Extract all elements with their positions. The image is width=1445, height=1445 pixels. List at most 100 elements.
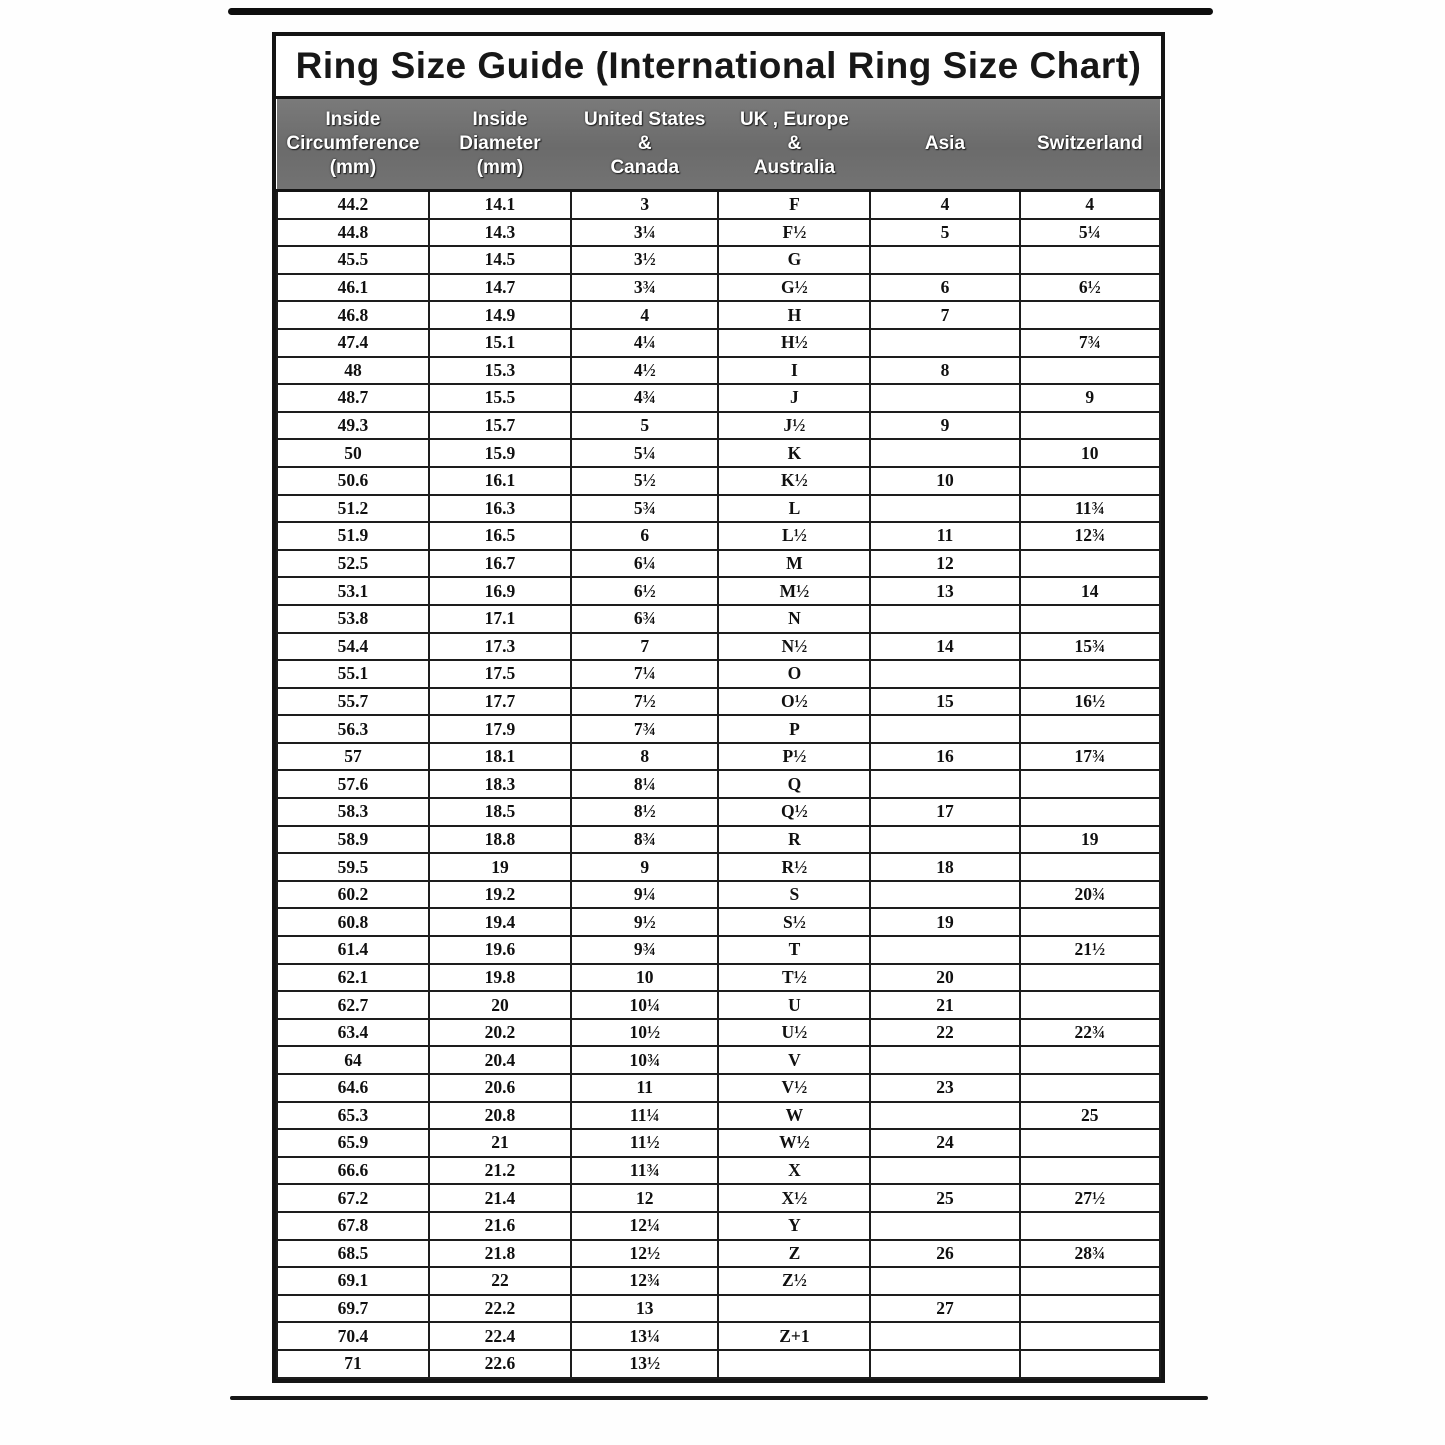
table-cell [1018,1128,1162,1158]
table-cell: N½ [717,631,872,662]
table-cell: 10 [1018,438,1162,468]
table-cell: 6 [570,521,720,551]
table-cell [869,935,1021,965]
table-cell: 21 [869,990,1021,1020]
table-cell: 44.8 [276,217,430,248]
table-cell: 16.7 [427,548,573,579]
table-cell: 8 [570,741,720,772]
table-cell: 67.8 [276,1210,430,1241]
table-row: 57.6 18.3 8¼ Q [276,769,1162,800]
table-cell: 8¼ [570,769,720,800]
table-cell: 20 [869,962,1021,993]
top-rule [228,8,1213,15]
table-cell: 27 [869,1293,1021,1324]
table-cell: 69.7 [276,1293,430,1324]
table-cell [1018,1073,1162,1103]
table-cell: 19.6 [427,935,573,965]
table-cell: 9¾ [570,935,720,965]
table-cell: 9½ [570,907,720,938]
table-row: 53.1 16.9 6½ M½ 13 14 [276,576,1162,606]
table-cell: 14.1 [427,189,573,220]
table-row: 70.4 22.4 13¼ Z+1 [276,1321,1162,1351]
table-cell: L [717,493,872,524]
table-cell [1018,1155,1162,1186]
table-cell: 52.5 [276,548,430,579]
table-cell: 50.6 [276,465,430,496]
table-cell: 19.8 [427,962,573,993]
table-cell: 7½ [570,686,720,717]
table-cell: 17.9 [427,714,573,744]
table-cell: T [717,935,872,965]
table-cell: 61.4 [276,935,430,965]
chart-title: Ring Size Guide (International Ring Size… [276,36,1161,99]
table-cell: 65.9 [276,1128,430,1158]
table-cell: 9 [570,852,720,882]
table-cell: 14.7 [427,272,573,303]
table-cell: S½ [717,907,872,938]
table-cell [1018,245,1162,275]
table-cell: 59.5 [276,852,430,882]
table-cell: 10 [869,465,1021,496]
table-cell: Z [717,1238,872,1269]
table-cell: L½ [717,521,872,551]
table-cell: K [717,438,872,468]
table-cell [869,603,1021,634]
table-cell: 16.3 [427,493,573,524]
table-cell: J [717,383,872,413]
table-cell: 7 [570,631,720,662]
table-cell [869,879,1021,910]
table-cell: Q [717,769,872,800]
table-cell: G [717,245,872,275]
table-cell: 15.5 [427,383,573,413]
table-cell: 14 [1018,576,1162,606]
table-cell: 3½ [570,245,720,275]
table-cell: 55.1 [276,659,430,689]
table-cell [869,1321,1021,1351]
header-switzerland: Switzerland [1019,99,1160,192]
table-cell: 46.8 [276,300,430,330]
table-cell: 14.9 [427,300,573,330]
table-cell: 64.6 [276,1073,430,1103]
table-cell: 6½ [1018,272,1162,303]
table-row: 44.2 14.1 3 F 4 4 [276,189,1162,220]
table-cell [869,493,1021,524]
table-cell: 19.4 [427,907,573,938]
table-row: 57 18.1 8 P½ 16 17¾ [276,741,1162,772]
table-cell: 7¼ [570,659,720,689]
table-cell: 12¾ [570,1266,720,1296]
table-cell: 24 [869,1128,1021,1158]
table-cell: 9 [869,410,1021,441]
table-cell: 25 [1018,1100,1162,1131]
table-cell [1018,1321,1162,1351]
table-cell: 21.4 [427,1183,573,1213]
table-cell: F [717,189,872,220]
table-cell: 20.4 [427,1045,573,1075]
table-cell [1018,797,1162,827]
table-cell: 4¾ [570,383,720,413]
table-cell: T½ [717,962,872,993]
table-cell: 44.2 [276,189,430,220]
table-cell: H½ [717,327,872,358]
table-cell: 17¾ [1018,741,1162,772]
table-cell: 19 [427,852,573,882]
table-cell: 57 [276,741,430,772]
table-row: 45.5 14.5 3½ G [276,245,1162,275]
table-cell: 16.9 [427,576,573,606]
table-row: 61.4 19.6 9¾ T 21½ [276,935,1162,965]
table-cell: 11 [570,1073,720,1103]
table-cell: W [717,1100,872,1131]
table-cell: 53.1 [276,576,430,606]
table-row: 55.1 17.5 7¼ O [276,659,1162,689]
table-cell [869,1348,1021,1379]
table-cell: J½ [717,410,872,441]
table-cell [1018,1293,1162,1324]
table-cell [869,769,1021,800]
table-cell: 12 [869,548,1021,579]
table-body: 44.2 14.1 3 F 4 4 44.8 14.3 3¼ F½ 5 5¼ 45.5 14.5 3½ G 46… [276,189,1162,1379]
table-cell: 16.5 [427,521,573,551]
table-cell: 6¼ [570,548,720,579]
table-cell: 7 [869,300,1021,330]
header-asia: Asia [870,99,1020,192]
table-row: 49.3 15.7 5 J½ 9 [276,410,1162,441]
table-cell: 51.9 [276,521,430,551]
